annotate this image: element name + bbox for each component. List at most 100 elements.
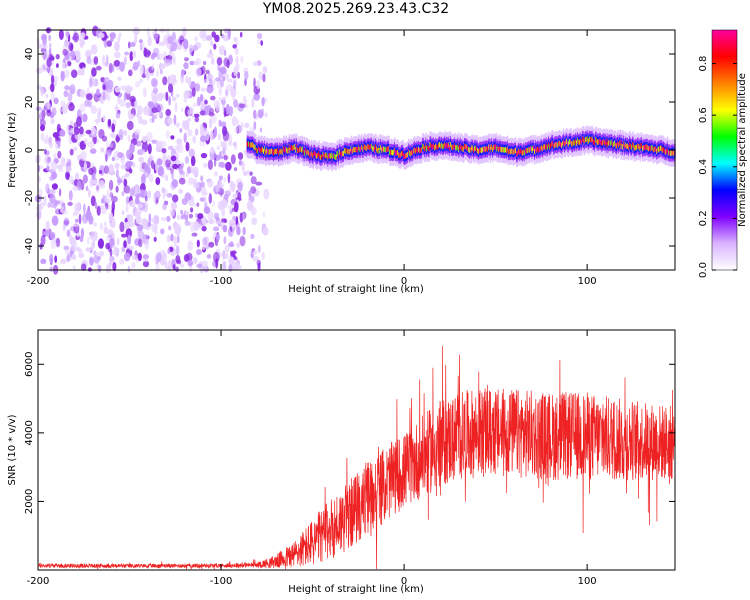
noise-cell — [59, 207, 64, 213]
ridge-cell — [446, 142, 449, 149]
ridge-cell — [294, 144, 296, 150]
noise-cell — [258, 244, 261, 253]
noise-cell — [174, 144, 181, 152]
ridge-cell — [257, 148, 259, 154]
noise-cell — [224, 28, 228, 34]
ridge-cell — [386, 146, 389, 152]
noise-cell — [104, 221, 107, 227]
ridge-cell — [296, 147, 299, 154]
ridge-cell — [605, 141, 608, 148]
noise-cell — [131, 254, 138, 260]
ridge-cell — [317, 153, 319, 159]
ridge-cell — [442, 144, 445, 150]
ridge-cell — [572, 141, 574, 147]
ridge-cell — [250, 142, 253, 148]
ridge-cell — [497, 145, 499, 151]
noise-cell — [173, 114, 177, 126]
noise-cell — [194, 212, 198, 218]
ridge-cell — [640, 143, 642, 149]
ridge-cell — [332, 153, 334, 159]
noise-cell — [221, 206, 226, 218]
ridge-cell — [484, 147, 487, 153]
ridge-cell — [402, 150, 404, 156]
noise-cell — [50, 74, 55, 85]
noise-cell — [128, 200, 136, 208]
ridge-cell — [390, 149, 393, 155]
noise-cell — [89, 256, 94, 266]
ridge-cell — [670, 150, 672, 157]
noise-cell — [123, 185, 131, 194]
snr-ylabel: SNR (10 * v/v) — [7, 414, 18, 485]
noise-cell — [237, 182, 243, 192]
noise-cell — [228, 219, 236, 227]
noise-cell — [88, 188, 91, 198]
noise-cell — [102, 84, 106, 91]
ridge-cell — [443, 143, 445, 149]
ridge-cell — [279, 150, 281, 156]
noise-cell — [194, 36, 198, 42]
ridge-cell — [568, 139, 571, 145]
noise-cell — [160, 63, 166, 70]
noise-cell — [180, 209, 184, 215]
noise-cell — [119, 61, 125, 72]
noise-cell — [40, 258, 47, 265]
ridge-cell — [590, 136, 592, 143]
noise-cell — [102, 54, 106, 66]
ridge-cell — [591, 136, 594, 142]
noise-cell — [99, 180, 106, 189]
ridge-cell — [558, 140, 561, 146]
ridge-cell — [646, 144, 648, 150]
noise-cell — [200, 103, 206, 110]
noise-cell — [192, 135, 196, 144]
snr-ticks: -200 -100 0 100 2000 4000 6000 — [24, 330, 675, 587]
noise-cell — [145, 195, 148, 202]
noise-cell — [261, 108, 265, 117]
noise-cell — [53, 153, 57, 159]
ridge-cell — [579, 140, 581, 146]
ridge-cell — [490, 144, 492, 150]
noise-cell — [200, 65, 206, 75]
ridge-cell — [306, 150, 308, 156]
noise-cell — [162, 203, 167, 211]
noise-cell — [153, 236, 157, 242]
noise-cell — [174, 102, 178, 112]
noise-cell — [119, 221, 125, 233]
ridge-cell — [652, 147, 655, 154]
noise-cell — [129, 51, 134, 62]
noise-cell — [138, 238, 143, 248]
noise-cell — [137, 204, 143, 209]
ridge-cell — [272, 149, 274, 155]
x-tick-label: -200 — [27, 576, 50, 587]
ridge-cell — [656, 148, 658, 154]
noise-cell — [69, 234, 73, 244]
ridge-cell — [366, 145, 368, 152]
noise-cell — [177, 235, 180, 244]
ridge-cell — [650, 146, 652, 152]
noise-cell — [156, 103, 164, 112]
noise-cell — [166, 28, 170, 35]
ridge-cell — [671, 149, 674, 155]
noise-cell — [253, 121, 257, 131]
ridge-cell — [498, 146, 501, 152]
noise-cell — [156, 111, 162, 116]
noise-cell — [202, 162, 208, 168]
noise-cell — [181, 197, 188, 206]
noise-cell — [139, 78, 144, 84]
ridge-cell — [356, 147, 358, 153]
noise-cell — [147, 107, 151, 117]
noise-cell — [128, 245, 134, 251]
y-tick-label: 0 — [24, 147, 35, 153]
noise-cell — [199, 110, 207, 116]
ridge-cell — [492, 146, 494, 152]
noise-cell — [68, 175, 74, 184]
ridge-cell — [398, 152, 400, 158]
ridge-cell — [549, 143, 552, 149]
ridge-cell — [637, 143, 639, 149]
ridge-cell — [464, 143, 466, 149]
noise-cell — [187, 117, 191, 123]
noise-cell — [187, 240, 194, 252]
ridge-cell — [434, 145, 436, 151]
ridge-cell — [418, 146, 420, 152]
noise-cell — [106, 40, 113, 47]
ridge-cell — [535, 145, 537, 152]
